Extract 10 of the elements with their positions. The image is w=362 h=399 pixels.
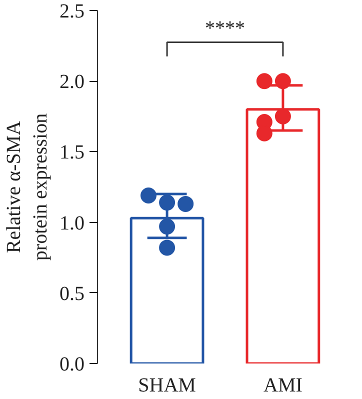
y-tick-label: 0.0 bbox=[60, 354, 84, 376]
y-tick-label: 2.0 bbox=[60, 71, 84, 94]
y-tick-label: 0.5 bbox=[60, 282, 84, 305]
y-tick-label: 1.5 bbox=[60, 142, 84, 164]
y-tick-label: 1.0 bbox=[60, 212, 84, 234]
y-axis-title: Relative α-SMA protein expression bbox=[3, 113, 52, 261]
y-tick-label: 2.5 bbox=[60, 0, 84, 22]
annotation: **** bbox=[205, 17, 245, 40]
x-tick-label: SHAM bbox=[138, 374, 196, 396]
x-tick-label: AMI bbox=[264, 374, 302, 396]
